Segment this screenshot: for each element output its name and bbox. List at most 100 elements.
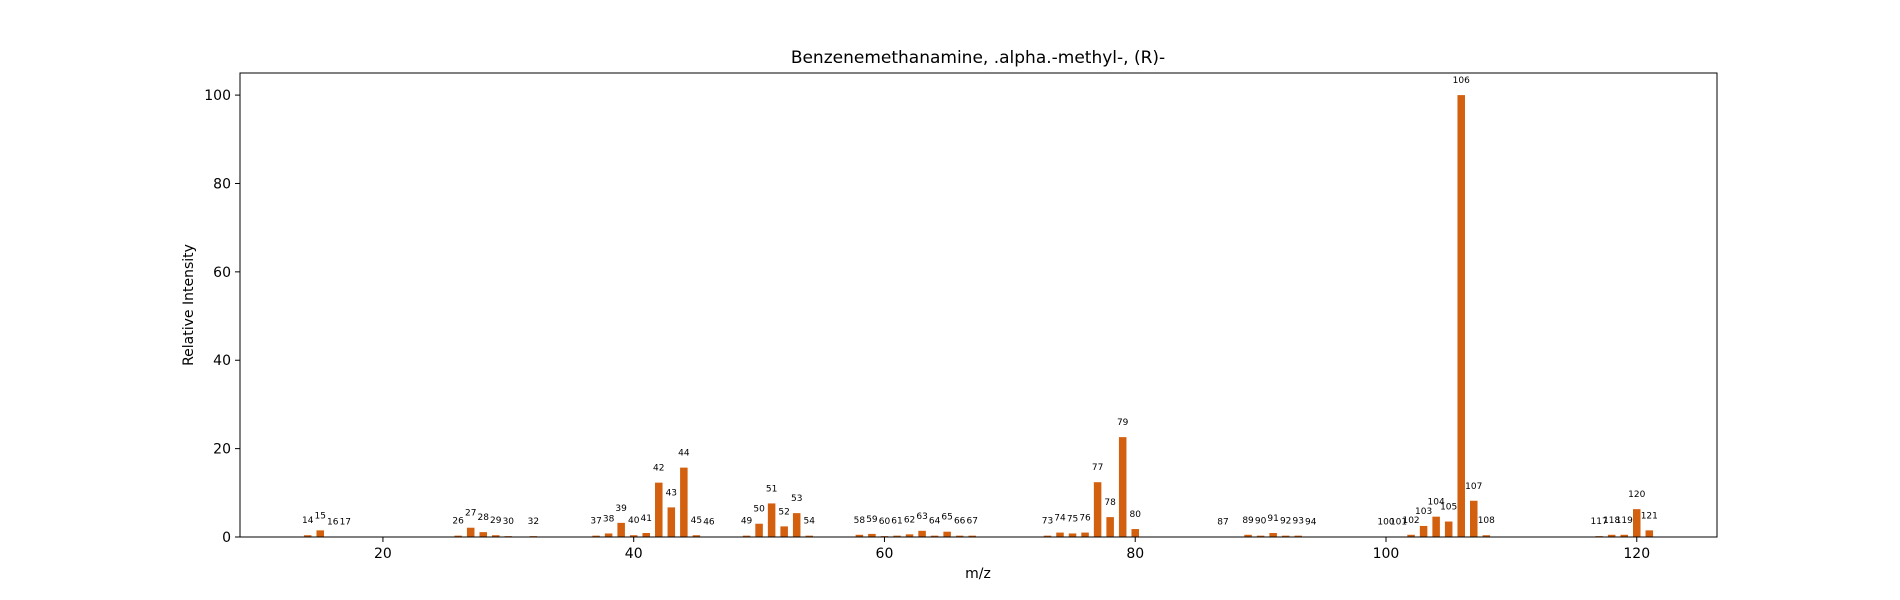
x-axis: 20 40 60 80 100 120 <box>374 537 1650 562</box>
peak-bar-38 <box>604 533 613 537</box>
peak-bar-104 <box>1432 516 1440 537</box>
x-tick-label-120: 120 <box>1623 546 1650 562</box>
peak-label-91: 91 <box>1267 514 1278 524</box>
peak-label-75: 75 <box>1067 514 1078 524</box>
y-axis: 0 20 40 60 80 100 <box>204 88 240 546</box>
peak-label-100: 100 <box>1377 518 1394 528</box>
peak-label-121: 121 <box>1641 511 1658 521</box>
peak-label-119: 119 <box>1616 516 1633 526</box>
peak-bar-91 <box>1269 533 1277 537</box>
peak-bar-108 <box>1482 535 1491 537</box>
peak-bar-92 <box>1281 535 1290 537</box>
chart-title: Benzenemethanamine, .alpha.-methyl-, (R)… <box>791 48 1165 68</box>
peak-label-52: 52 <box>778 507 789 517</box>
y-tick-label-60: 60 <box>213 265 231 281</box>
peak-bar-45 <box>692 535 701 537</box>
y-tick-label-20: 20 <box>213 442 231 458</box>
peak-label-78: 78 <box>1104 498 1116 508</box>
peak-label-39: 39 <box>615 504 627 514</box>
peak-bar-39 <box>617 522 625 537</box>
peak-bar-29 <box>492 535 500 537</box>
peak-label-17: 17 <box>340 518 351 528</box>
peak-label-120: 120 <box>1628 490 1645 500</box>
peak-bar-80 <box>1131 529 1139 537</box>
peak-label-40: 40 <box>628 516 640 526</box>
peak-bar-26 <box>454 535 462 537</box>
peak-label-43: 43 <box>666 488 677 498</box>
peak-bar-120 <box>1632 509 1641 537</box>
x-tick-label-20: 20 <box>374 546 392 562</box>
peak-label-101: 101 <box>1390 518 1407 528</box>
peak-label-53: 53 <box>791 494 802 504</box>
peak-bar-49 <box>742 535 751 537</box>
peak-label-46: 46 <box>703 518 715 528</box>
peak-bar-64 <box>930 535 939 537</box>
peak-bar-15 <box>316 530 324 537</box>
peak-label-104: 104 <box>1428 498 1445 508</box>
peak-bar-73 <box>1043 535 1052 537</box>
peak-bar-53 <box>792 513 801 537</box>
peak-bar-61 <box>893 535 901 537</box>
peak-bar-103 <box>1419 525 1428 537</box>
peak-label-90: 90 <box>1255 517 1267 527</box>
peak-label-29: 29 <box>490 516 502 526</box>
peak-label-89: 89 <box>1242 516 1254 526</box>
peak-label-102: 102 <box>1402 516 1419 526</box>
peak-label-16: 16 <box>327 518 339 528</box>
peak-bar-118 <box>1607 534 1616 537</box>
peak-bar-40 <box>629 535 638 537</box>
peak-bar-41 <box>642 533 650 537</box>
peak-label-44: 44 <box>678 449 690 459</box>
peak-label-87: 87 <box>1217 518 1228 528</box>
peak-label-79: 79 <box>1117 418 1129 428</box>
peak-label-107: 107 <box>1465 482 1482 492</box>
peak-label-67: 67 <box>967 517 978 527</box>
peak-label-59: 59 <box>866 515 878 525</box>
peak-label-118: 118 <box>1603 516 1620 526</box>
peak-bar-37 <box>592 535 600 537</box>
peak-bar-54 <box>805 535 813 537</box>
peak-label-32: 32 <box>528 517 539 527</box>
y-tick-label-100: 100 <box>204 88 231 104</box>
peak-bar-76 <box>1081 532 1089 537</box>
peak-bar-75 <box>1068 533 1077 537</box>
peak-bar-74 <box>1056 532 1064 537</box>
plot-frame <box>239 72 1718 538</box>
x-tick-label-40: 40 <box>625 546 643 562</box>
peak-bar-42 <box>655 482 663 537</box>
peak-label-92: 92 <box>1280 517 1291 527</box>
peak-label-58: 58 <box>854 516 866 526</box>
peak-label-106: 106 <box>1453 76 1470 86</box>
peak-bar-27 <box>466 527 475 537</box>
y-tick-label-40: 40 <box>213 353 231 369</box>
y-tick-label-80: 80 <box>213 176 231 192</box>
peak-label-38: 38 <box>603 514 615 524</box>
peak-label-37: 37 <box>590 517 601 527</box>
peak-label-73: 73 <box>1042 517 1053 527</box>
peak-label-77: 77 <box>1092 463 1103 473</box>
peak-label-45: 45 <box>691 516 702 526</box>
peak-label-62: 62 <box>904 515 915 525</box>
peak-label-51: 51 <box>766 484 777 494</box>
peak-bar-105 <box>1444 521 1453 537</box>
peak-bar-67 <box>968 535 976 537</box>
peak-bar-93 <box>1294 535 1302 537</box>
peak-label-28: 28 <box>478 513 490 523</box>
peak-label-27: 27 <box>465 509 476 519</box>
x-axis-label: m/z <box>965 566 991 582</box>
peak-label-80: 80 <box>1130 510 1142 520</box>
peak-label-108: 108 <box>1478 516 1495 526</box>
peak-label-30: 30 <box>503 517 515 527</box>
peak-bar-14 <box>303 535 312 537</box>
x-tick-label-100: 100 <box>1373 546 1400 562</box>
peak-bar-107 <box>1470 500 1478 537</box>
peak-bar-50 <box>755 523 763 537</box>
peak-bar-58 <box>855 534 864 537</box>
peak-label-54: 54 <box>804 517 816 527</box>
peak-bar-51 <box>767 503 776 537</box>
peak-label-41: 41 <box>641 514 652 524</box>
peak-label-60: 60 <box>879 517 891 527</box>
peak-label-105: 105 <box>1440 503 1457 513</box>
